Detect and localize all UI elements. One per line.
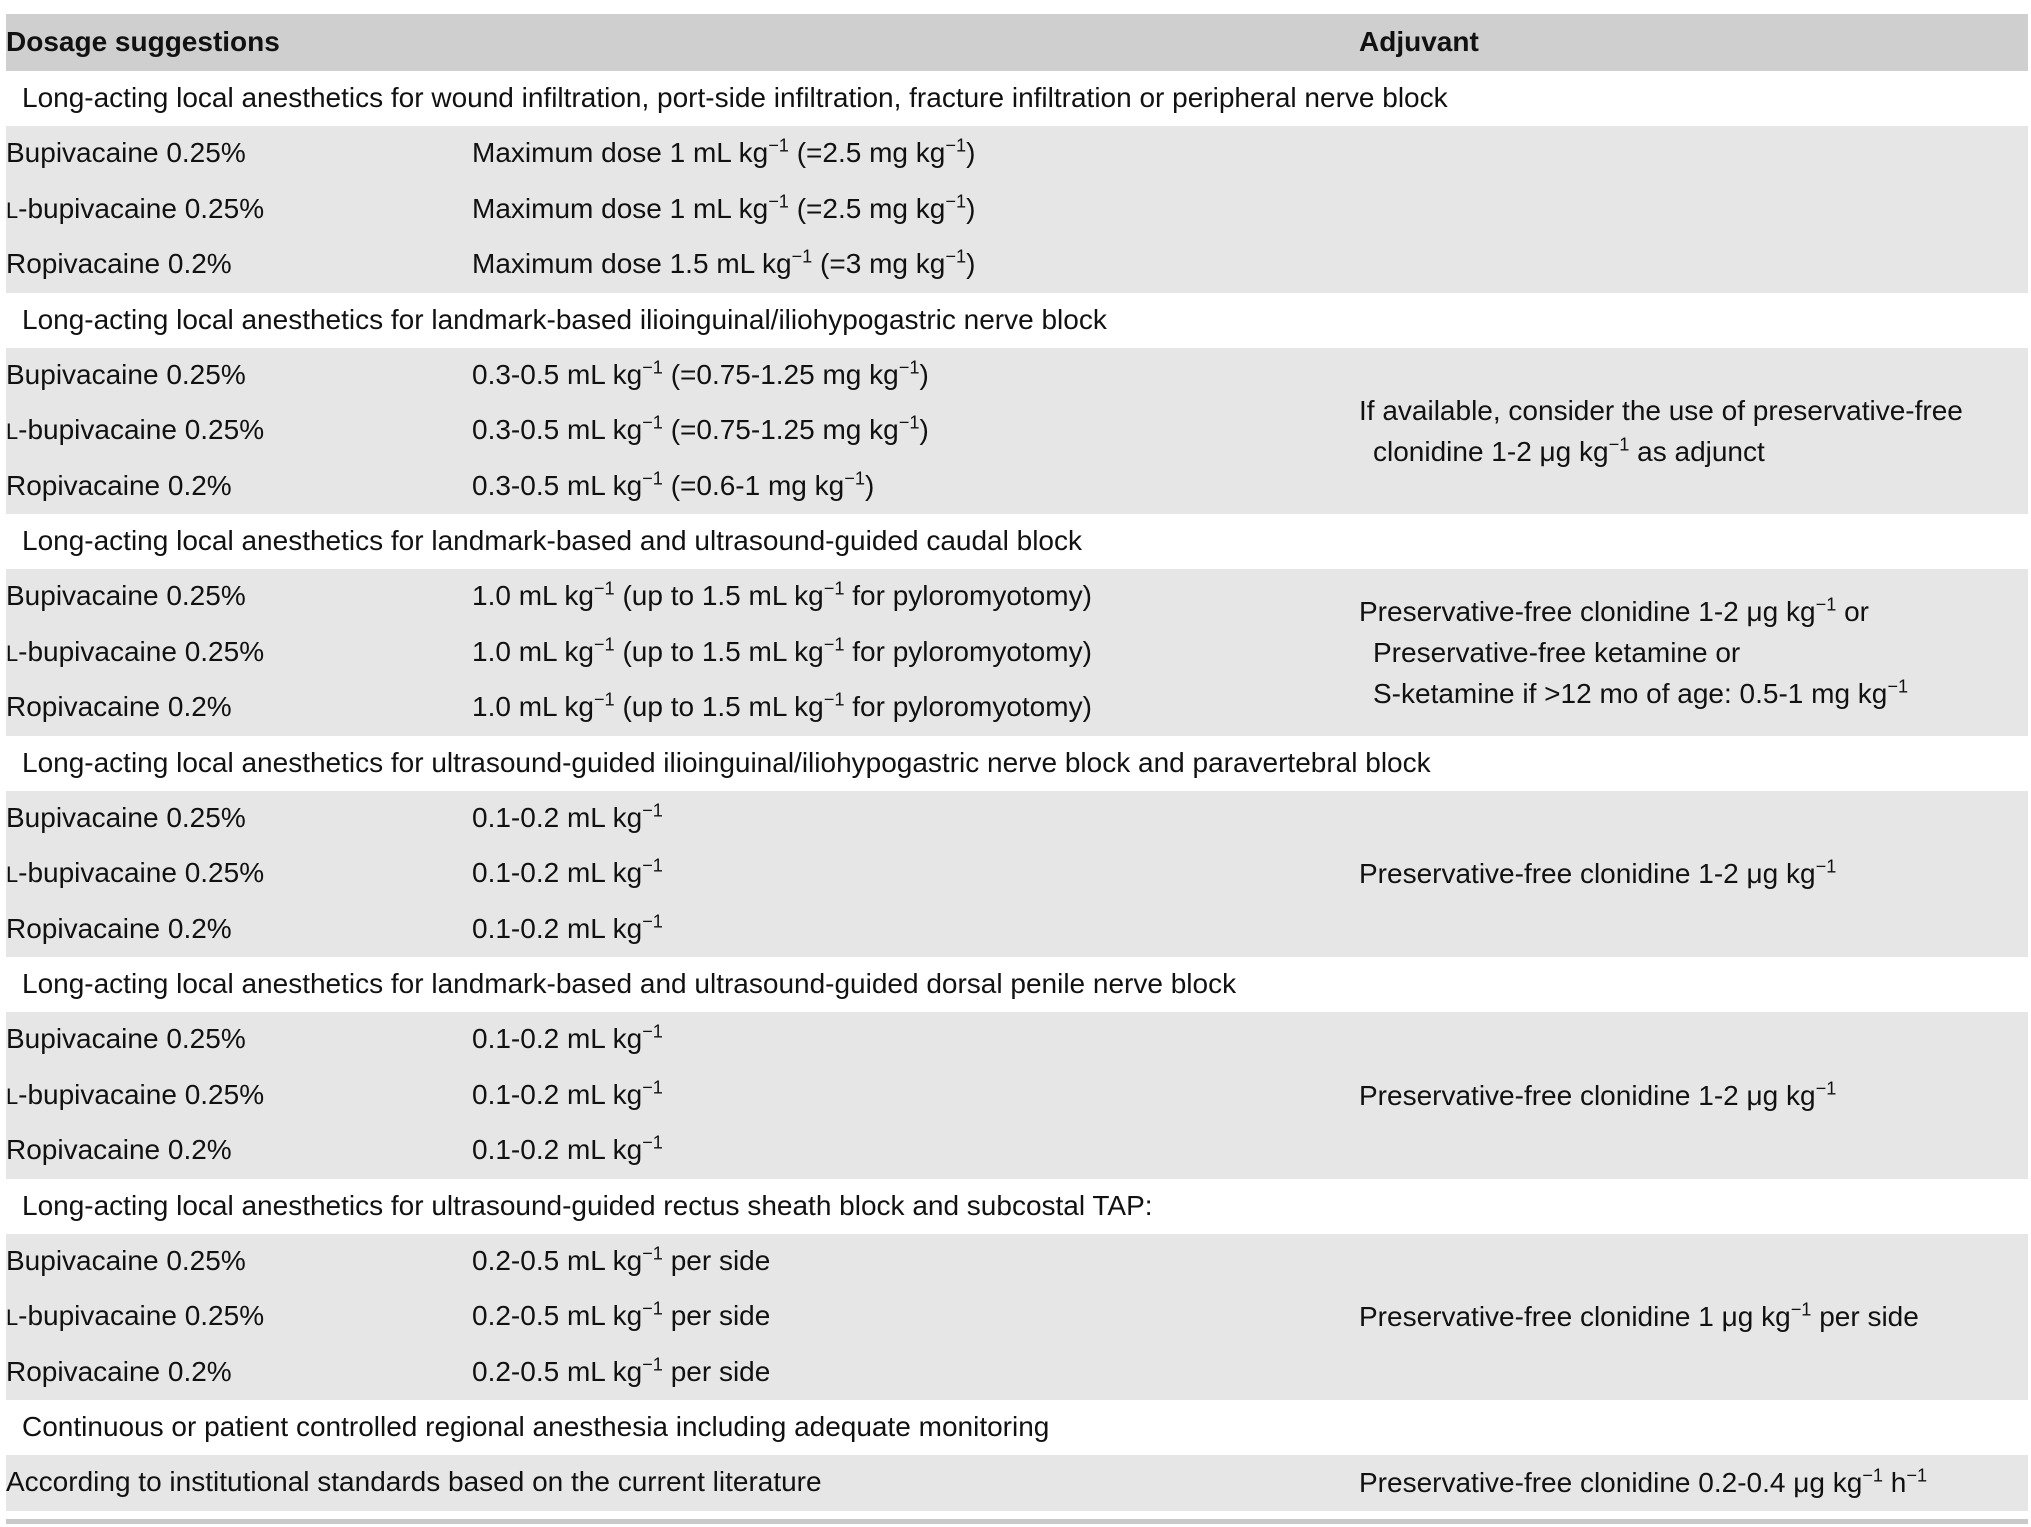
dosage-table: Dosage suggestions Adjuvant Long-acting … bbox=[6, 14, 2028, 1511]
header-adjuvant: Adjuvant bbox=[1359, 14, 2028, 71]
table-row: L-bupivacaine 0.25% 0.1-0.2 mL kg−1 bbox=[6, 1067, 2028, 1123]
drug-cell: Bupivacaine 0.25% bbox=[6, 1233, 472, 1289]
dose-cell: Maximum dose 1.5 mL kg−1 (=3 mg kg−1) bbox=[472, 237, 1359, 293]
drug-cell: According to institutional standards bas… bbox=[6, 1455, 1359, 1511]
dose-cell: 0.1-0.2 mL kg−1 bbox=[472, 1123, 1359, 1179]
table-row: According to institutional standards bas… bbox=[6, 1455, 2028, 1511]
adjuvant-line: S-ketamine if >12 mo of age: 0.5-1 mg kg… bbox=[1373, 676, 1909, 709]
table-row: L-bupivacaine 0.25% 0.3-0.5 mL kg−1 (=0.7… bbox=[6, 403, 2028, 459]
dose-cell: Maximum dose 1 mL kg−1 (=2.5 mg kg−1) bbox=[472, 181, 1359, 237]
dose-cell: 0.3-0.5 mL kg−1 (=0.6-1 mg kg−1) bbox=[472, 458, 1359, 514]
table-row: Bupivacaine 0.25% 0.3-0.5 mL kg−1 (=0.75-… bbox=[6, 347, 2028, 514]
drug-cell: Bupivacaine 0.25% bbox=[6, 126, 472, 182]
adjuvant-cell: Preservative-free clonidine 0.2-0.4 μg k… bbox=[1359, 1455, 2028, 1511]
table-body: Long-acting local anesthetics for wound … bbox=[6, 71, 2028, 1511]
drug-cell: Ropivacaine 0.2% bbox=[6, 237, 472, 293]
table-row: L-bupivacaine 0.25% 0.1-0.2 mL kg−1 bbox=[6, 846, 2028, 902]
adjuvant-cell: Preservative-free clonidine 1-2 μg kg−1 bbox=[1359, 790, 2028, 957]
adjuvant-line: clonidine 1-2 μg kg−1 as adjunct bbox=[1373, 434, 1765, 467]
drug-cell: Ropivacaine 0.2% bbox=[6, 901, 472, 957]
dose-cell: Maximum dose 1 mL kg−1 (=2.5 mg kg−1) bbox=[472, 126, 1359, 182]
section-title: Long-acting local anesthetics for landma… bbox=[6, 292, 2028, 348]
drug-cell: Ropivacaine 0.2% bbox=[6, 1344, 472, 1400]
table-row: Ropivacaine 0.2% 0.2-0.5 mL kg−1 per side bbox=[6, 1344, 2028, 1400]
adjuvant-cell: If available, consider the use of preser… bbox=[1359, 347, 2028, 514]
drug-cell: Bupivacaine 0.25% bbox=[6, 1012, 472, 1068]
adjuvant-line: Preservative-free clonidine 1-2 μg kg−1 … bbox=[1359, 594, 1870, 627]
drug-cell: L-bupivacaine 0.25% bbox=[6, 624, 472, 680]
table-row: Ropivacaine 0.2% 0.3-0.5 mL kg−1 (=0.6-1 … bbox=[6, 458, 2028, 514]
adjuvant-cell: Preservative-free clonidine 1-2 μg kg−1 bbox=[1359, 1012, 2028, 1179]
drug-cell: L-bupivacaine 0.25% bbox=[6, 181, 472, 237]
drug-cell: L-bupivacaine 0.25% bbox=[6, 1289, 472, 1345]
table-row: L-bupivacaine 0.25% 1.0 mL kg−1 (up to 1.… bbox=[6, 624, 2028, 680]
dose-cell: 0.2-0.5 mL kg−1 per side bbox=[472, 1344, 1359, 1400]
adjuvant-line: Preservative-free ketamine or bbox=[1373, 636, 1741, 668]
drug-cell: Bupivacaine 0.25% bbox=[6, 569, 472, 625]
drug-cell: Bupivacaine 0.25% bbox=[6, 347, 472, 403]
drug-cell: L-bupivacaine 0.25% bbox=[6, 403, 472, 459]
section-row: Long-acting local anesthetics for landma… bbox=[6, 957, 2028, 1012]
table-row: L-bupivacaine 0.25% 0.2-0.5 mL kg−1 per s… bbox=[6, 1289, 2028, 1345]
section-title: Continuous or patient controlled regiona… bbox=[6, 1400, 2028, 1455]
section-row: Long-acting local anesthetics for ultras… bbox=[6, 735, 2028, 791]
dose-cell: 0.2-0.5 mL kg−1 per side bbox=[472, 1233, 1359, 1289]
adjuvant-line: If available, consider the use of preser… bbox=[1359, 394, 1963, 426]
drug-cell: Ropivacaine 0.2% bbox=[6, 458, 472, 514]
drug-cell: Ropivacaine 0.2% bbox=[6, 680, 472, 736]
drug-cell: L-bupivacaine 0.25% bbox=[6, 846, 472, 902]
section-title: Long-acting local anesthetics for landma… bbox=[6, 514, 2028, 569]
adjuvant-cell: Preservative-free clonidine 1-2 μg kg−1 … bbox=[1359, 569, 2028, 736]
adjuvant-line: Preservative-free clonidine 1 μg kg−1 pe… bbox=[1359, 1299, 1919, 1333]
section-row: Long-acting local anesthetics for landma… bbox=[6, 514, 2028, 569]
table-row: L-bupivacaine 0.25% Maximum dose 1 mL kg−… bbox=[6, 181, 2028, 237]
dose-cell: 0.1-0.2 mL kg−1 bbox=[472, 1067, 1359, 1123]
section-title: Long-acting local anesthetics for wound … bbox=[6, 71, 2028, 126]
dose-cell: 1.0 mL kg−1 (up to 1.5 mL kg−1 for pylor… bbox=[472, 680, 1359, 736]
table-bottom-rule bbox=[6, 1519, 2028, 1524]
section-row: Long-acting local anesthetics for landma… bbox=[6, 292, 2028, 348]
dose-cell: 1.0 mL kg−1 (up to 1.5 mL kg−1 for pylor… bbox=[472, 569, 1359, 625]
adjuvant-cell bbox=[1359, 126, 2028, 293]
section-row: Long-acting local anesthetics for ultras… bbox=[6, 1178, 2028, 1234]
table-row: Bupivacaine 0.25% Maximum dose 1 mL kg−1 … bbox=[6, 126, 2028, 293]
dose-cell: 0.3-0.5 mL kg−1 (=0.75-1.25 mg kg−1) bbox=[472, 347, 1359, 403]
drug-cell: Bupivacaine 0.25% bbox=[6, 790, 472, 846]
adjuvant-line: Preservative-free clonidine 0.2-0.4 μg k… bbox=[1359, 1465, 1928, 1499]
drug-cell: Ropivacaine 0.2% bbox=[6, 1123, 472, 1179]
section-title: Long-acting local anesthetics for ultras… bbox=[6, 1178, 2028, 1234]
table-row: Ropivacaine 0.2% 0.1-0.2 mL kg−1 bbox=[6, 901, 2028, 957]
section-row: Continuous or patient controlled regiona… bbox=[6, 1400, 2028, 1455]
section-title: Long-acting local anesthetics for ultras… bbox=[6, 735, 2028, 791]
dose-cell: 0.3-0.5 mL kg−1 (=0.75-1.25 mg kg−1) bbox=[472, 403, 1359, 459]
dose-cell: 0.1-0.2 mL kg−1 bbox=[472, 901, 1359, 957]
table-row: Bupivacaine 0.25% 0.1-0.2 mL kg−1 Preserva… bbox=[6, 1012, 2028, 1179]
table-row: Ropivacaine 0.2% Maximum dose 1.5 mL kg−1… bbox=[6, 237, 2028, 293]
dose-cell: 0.1-0.2 mL kg−1 bbox=[472, 846, 1359, 902]
adjuvant-line: Preservative-free clonidine 1-2 μg kg−1 bbox=[1359, 1078, 1837, 1111]
adjuvant-cell: Preservative-free clonidine 1 μg kg−1 pe… bbox=[1359, 1233, 2028, 1400]
table-row: Bupivacaine 0.25% 0.2-0.5 mL kg−1 per sid… bbox=[6, 1233, 2028, 1400]
dose-cell: 0.1-0.2 mL kg−1 bbox=[472, 790, 1359, 846]
dose-cell: 0.2-0.5 mL kg−1 per side bbox=[472, 1289, 1359, 1345]
adjuvant-line: Preservative-free clonidine 1-2 μg kg−1 bbox=[1359, 856, 1837, 890]
table-row: Ropivacaine 0.2% 0.1-0.2 mL kg−1 bbox=[6, 1123, 2028, 1179]
table-row: Bupivacaine 0.25% 0.1-0.2 mL kg−1 Preserva… bbox=[6, 790, 2028, 957]
header-dosage: Dosage suggestions bbox=[6, 14, 1359, 71]
section-title: Long-acting local anesthetics for landma… bbox=[6, 957, 2028, 1012]
section-row: Long-acting local anesthetics for wound … bbox=[6, 71, 2028, 126]
drug-cell: L-bupivacaine 0.25% bbox=[6, 1067, 472, 1123]
dose-cell: 1.0 mL kg−1 (up to 1.5 mL kg−1 for pylor… bbox=[472, 624, 1359, 680]
table-row: Bupivacaine 0.25% 1.0 mL kg−1 (up to 1.5 … bbox=[6, 569, 2028, 736]
dose-cell: 0.1-0.2 mL kg−1 bbox=[472, 1012, 1359, 1068]
table-row: Ropivacaine 0.2% 1.0 mL kg−1 (up to 1.5 m… bbox=[6, 680, 2028, 736]
table-header-row: Dosage suggestions Adjuvant bbox=[6, 14, 2028, 71]
